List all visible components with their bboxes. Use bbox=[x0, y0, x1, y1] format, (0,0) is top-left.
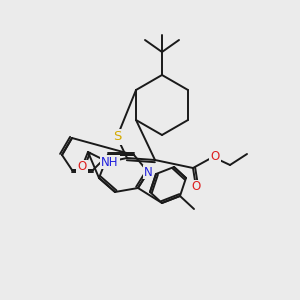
Text: O: O bbox=[77, 160, 87, 173]
Text: NH: NH bbox=[101, 155, 119, 169]
Text: O: O bbox=[191, 181, 201, 194]
Text: O: O bbox=[210, 151, 220, 164]
Text: S: S bbox=[113, 130, 121, 143]
Text: N: N bbox=[144, 166, 152, 178]
